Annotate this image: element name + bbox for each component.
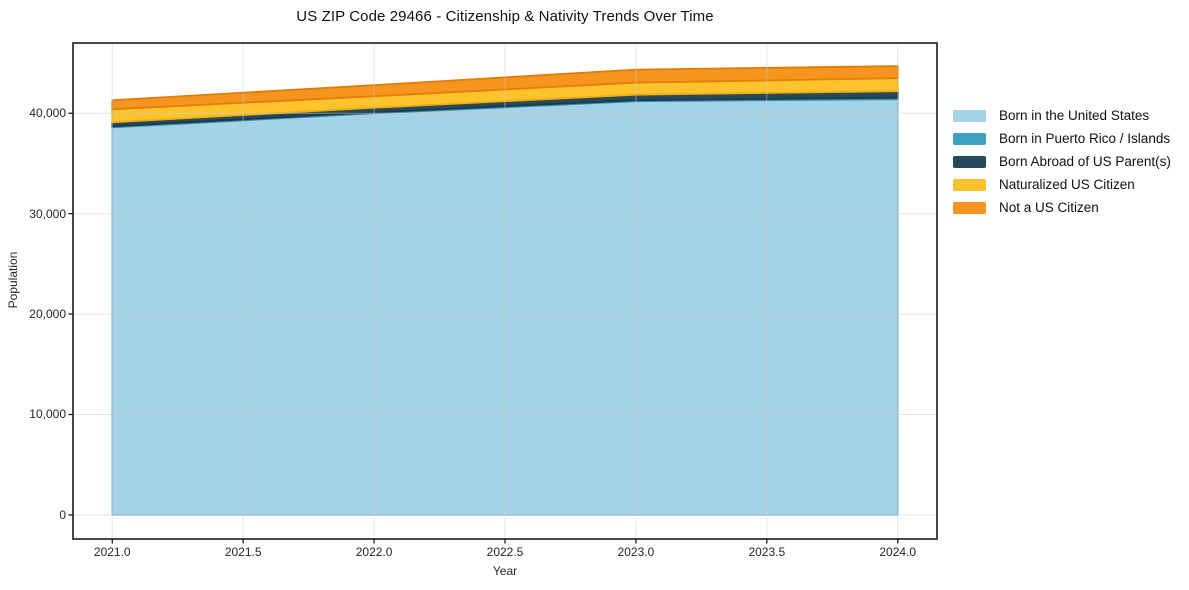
y-tick-label: 20,000 [29, 307, 66, 322]
y-tick-label: 0 [59, 507, 66, 522]
y-tick-label: 30,000 [29, 206, 66, 221]
legend-swatch-icon [953, 201, 986, 214]
x-tick-label: 2021.5 [224, 545, 262, 559]
x-axis-label: Year [492, 564, 518, 578]
legend-item-born-in-the-united-states: Born in the United States [953, 104, 1171, 127]
legend-label: Not a US Citizen [999, 200, 1099, 215]
legend-swatch-icon [953, 155, 986, 168]
legend-label: Born in Puerto Rico / Islands [999, 131, 1171, 146]
legend: Born in the United States Born in Puerto … [953, 104, 1171, 219]
x-tick-label: 2023.5 [748, 545, 786, 559]
x-tick-label: 2021.0 [93, 545, 131, 559]
legend-label: Born Abroad of US Parent(s) [999, 154, 1171, 169]
chart-title: US ZIP Code 29466 - Citizenship & Nativi… [296, 8, 714, 25]
x-tick-label: 2022.0 [355, 545, 393, 559]
x-tick-label: 2022.5 [486, 545, 524, 559]
legend-label: Naturalized US Citizen [999, 177, 1135, 192]
legend-item-not-a-us-citizen: Not a US Citizen [953, 196, 1171, 219]
x-tick-label: 2023.0 [617, 545, 655, 559]
legend-item-born-abroad-of-us-parent-s: Born Abroad of US Parent(s) [953, 150, 1171, 173]
legend-item-naturalized-us-citizen: Naturalized US Citizen [953, 173, 1171, 196]
legend-swatch-icon [953, 178, 986, 191]
legend-item-born-in-puerto-rico-islands: Born in Puerto Rico / Islands [953, 127, 1171, 150]
legend-label: Born in the United States [999, 108, 1150, 123]
x-tick-label: 2024.0 [879, 545, 917, 559]
y-tick-label: 10,000 [29, 407, 66, 422]
y-tick-label: 40,000 [29, 106, 66, 121]
legend-swatch-icon [953, 132, 986, 145]
legend-swatch-icon [953, 109, 986, 122]
